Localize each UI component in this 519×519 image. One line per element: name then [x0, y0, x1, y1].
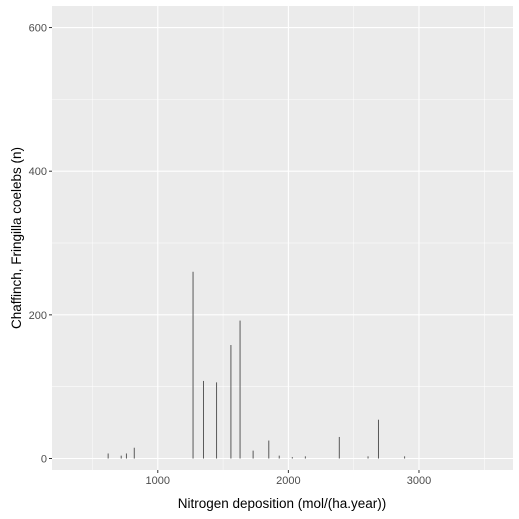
bar	[125, 453, 127, 459]
bar	[278, 455, 280, 459]
y-tick-label: 600	[29, 23, 47, 35]
bar	[252, 450, 254, 459]
plot-panel	[52, 6, 513, 470]
y-tick-label: 400	[29, 166, 47, 178]
grid-major	[52, 6, 513, 470]
bar	[192, 271, 194, 459]
y-tick-label: 200	[29, 310, 47, 322]
x-tick-label: 2000	[276, 475, 300, 487]
x-tick-label: 3000	[407, 475, 431, 487]
bar	[377, 419, 379, 459]
bar	[367, 456, 369, 459]
x-axis: 1000 2000 3000	[146, 470, 431, 487]
bar	[291, 457, 293, 459]
y-axis-title: Chaffinch, Fringilla coelebs (n)	[9, 147, 24, 329]
bar	[404, 456, 406, 459]
bar	[216, 382, 218, 459]
bar	[304, 456, 306, 459]
grid-minor	[52, 6, 513, 470]
bar	[120, 455, 122, 459]
bar	[202, 380, 204, 459]
bar	[338, 436, 340, 459]
y-tick-label: 0	[41, 454, 47, 466]
bar	[239, 320, 241, 459]
bar	[268, 440, 270, 459]
bars	[107, 271, 406, 459]
bar	[107, 453, 109, 459]
bar	[230, 345, 232, 459]
y-axis: 0 200 400 600	[29, 23, 52, 466]
x-axis-title: Nitrogen deposition (mol/(ha.year))	[178, 496, 387, 511]
x-tick-label: 1000	[146, 475, 170, 487]
bar	[133, 447, 135, 459]
